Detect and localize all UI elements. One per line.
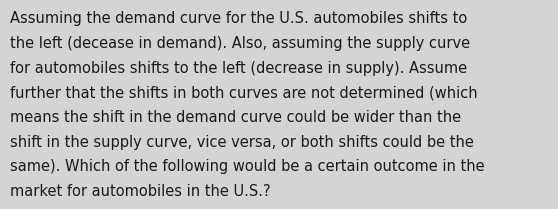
Text: for automobiles shifts to the left (decrease in supply). Assume: for automobiles shifts to the left (decr… [10, 61, 467, 76]
Text: the left (decease in demand). Also, assuming the supply curve: the left (decease in demand). Also, assu… [10, 36, 470, 51]
Text: means the shift in the demand curve could be wider than the: means the shift in the demand curve coul… [10, 110, 461, 125]
Text: further that the shifts in both curves are not determined (which: further that the shifts in both curves a… [10, 85, 478, 101]
Text: shift in the supply curve, vice versa, or both shifts could be the: shift in the supply curve, vice versa, o… [10, 135, 474, 150]
Text: market for automobiles in the U.S.?: market for automobiles in the U.S.? [10, 184, 271, 199]
Text: same). Which of the following would be a certain outcome in the: same). Which of the following would be a… [10, 159, 485, 175]
Text: Assuming the demand curve for the U.S. automobiles shifts to: Assuming the demand curve for the U.S. a… [10, 11, 467, 27]
